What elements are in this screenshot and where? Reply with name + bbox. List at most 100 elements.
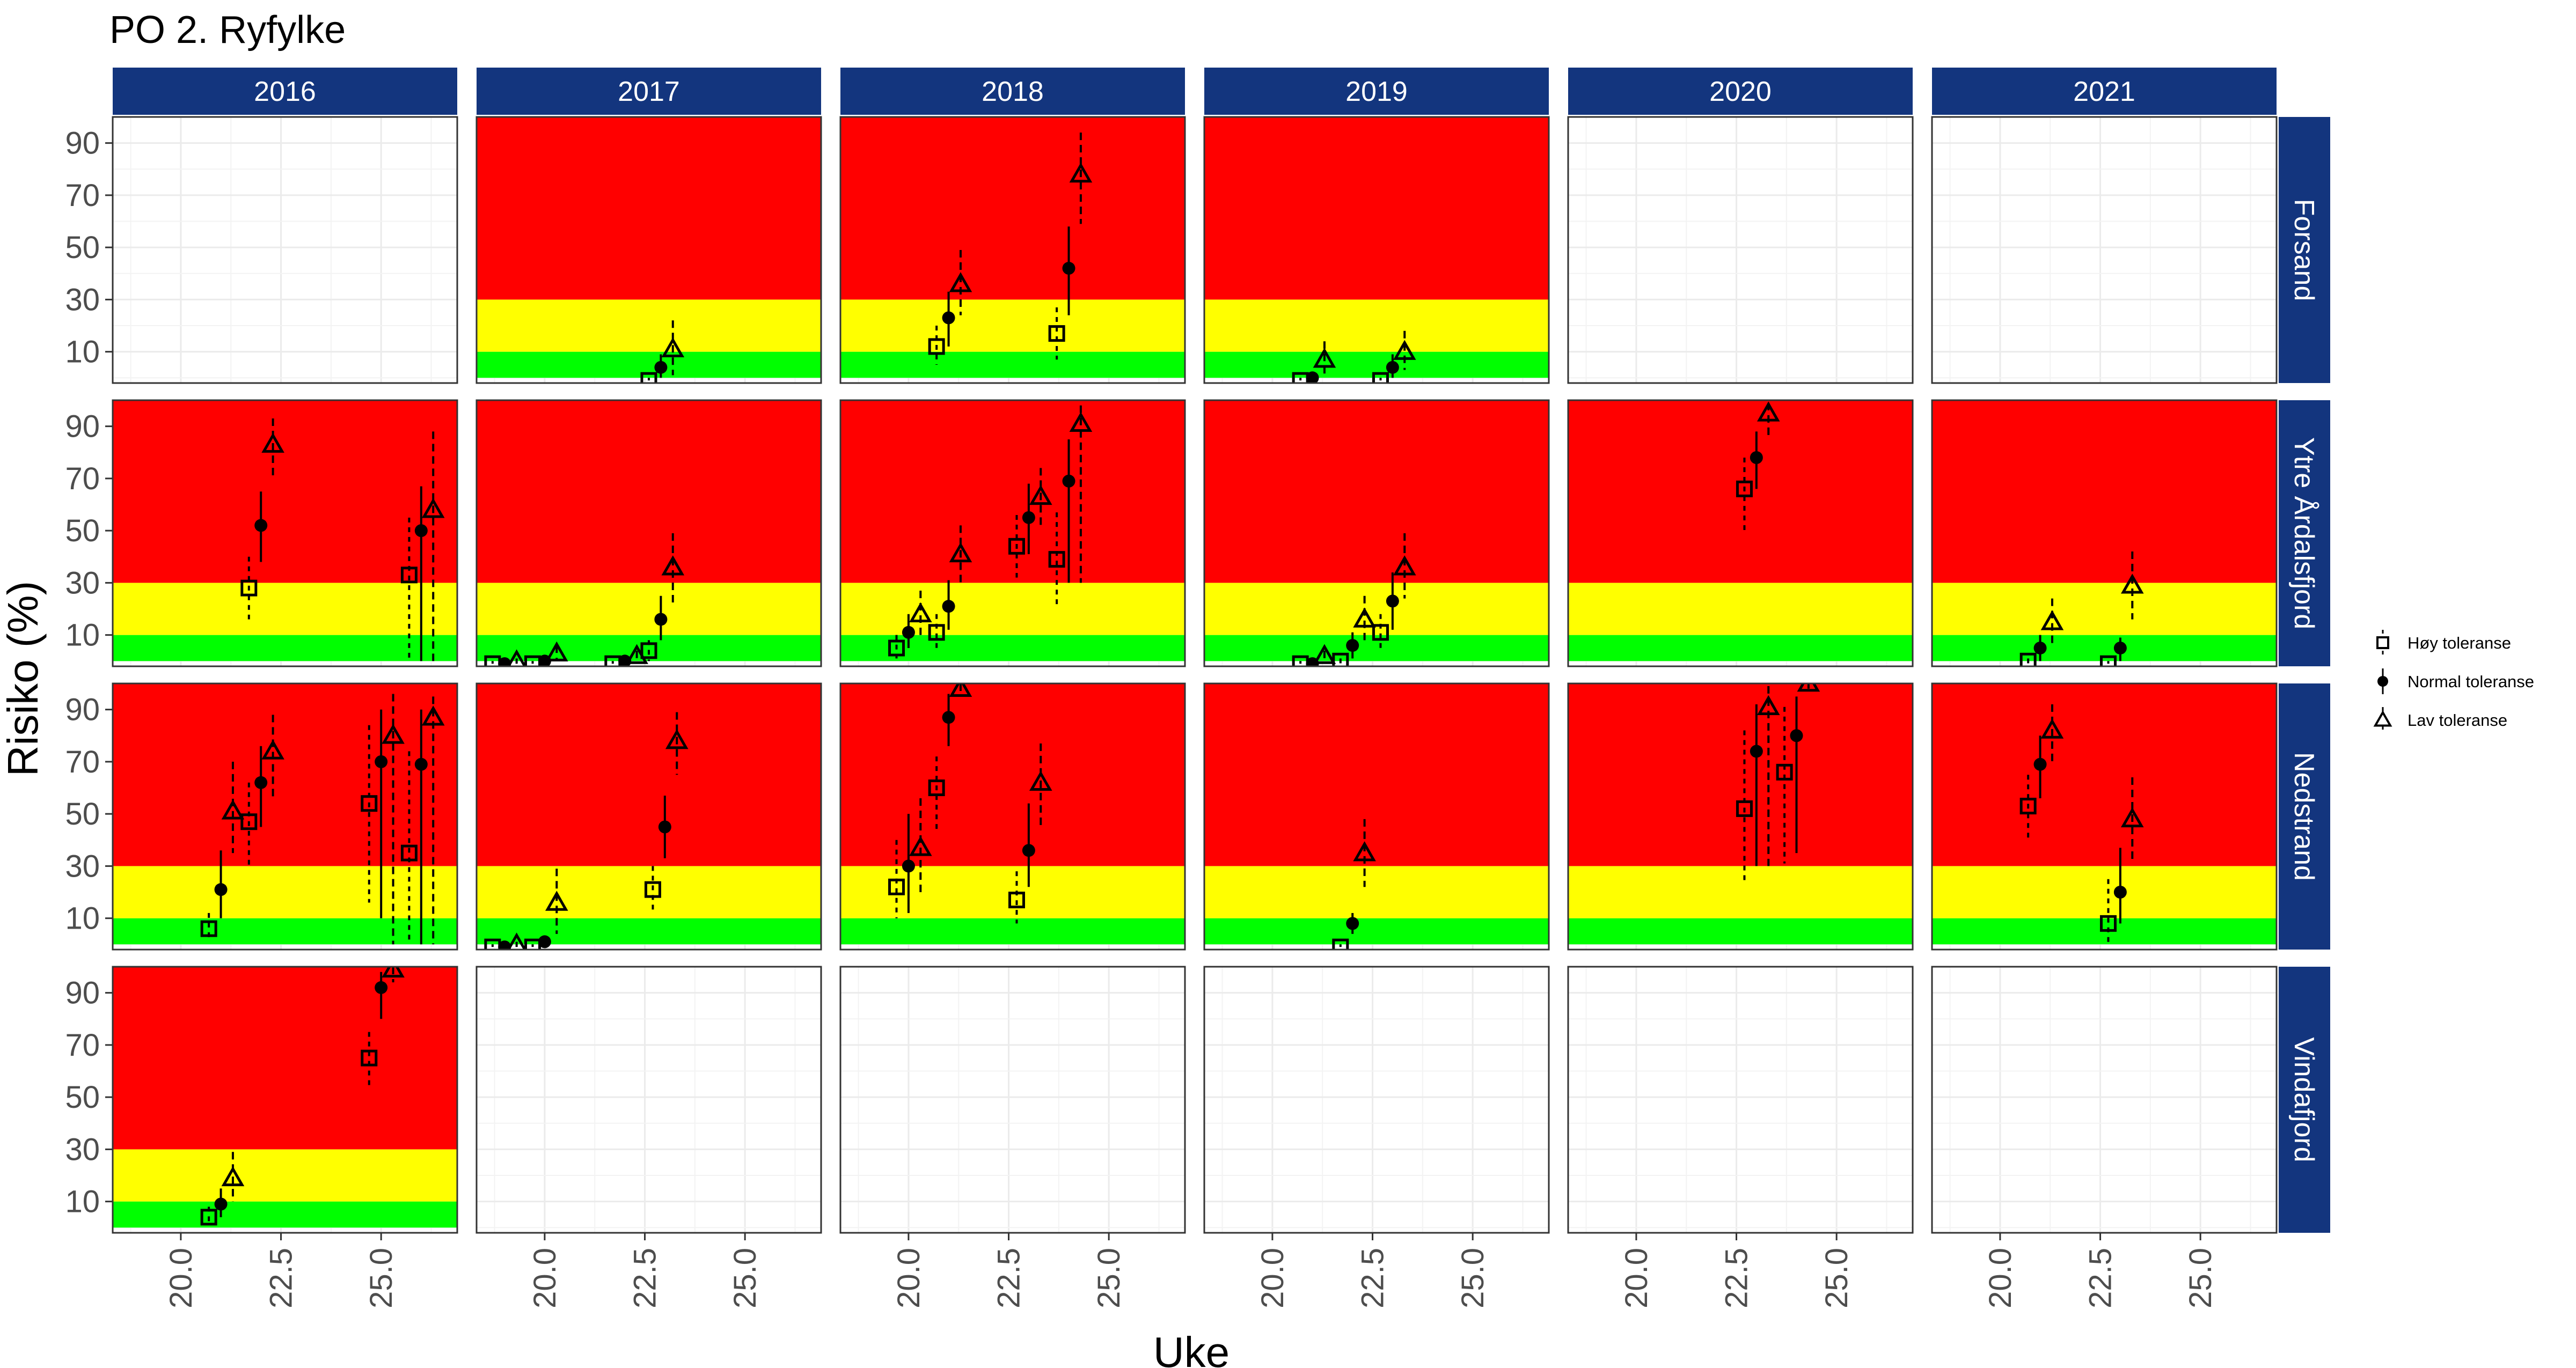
risk-band-red bbox=[477, 400, 821, 583]
year-label: 2016 bbox=[254, 76, 316, 107]
panel bbox=[1931, 682, 2278, 951]
risk-band-red bbox=[1568, 400, 1913, 583]
risk-band-red bbox=[840, 683, 1185, 866]
panel bbox=[1931, 966, 2278, 1234]
point-lav bbox=[949, 272, 972, 292]
point-normal bbox=[1346, 917, 1359, 930]
point-lav bbox=[421, 498, 445, 518]
point-normal bbox=[498, 940, 511, 950]
legend-label: Lav toleranse bbox=[2407, 711, 2507, 730]
point-lav bbox=[1393, 555, 1416, 576]
point-lav bbox=[661, 337, 685, 358]
risk-band-green bbox=[840, 351, 1185, 378]
point-lav bbox=[1313, 644, 1336, 664]
point-hoy bbox=[640, 642, 657, 659]
point-lav bbox=[909, 836, 932, 856]
point-hoy bbox=[240, 813, 258, 830]
point-hoy bbox=[1048, 325, 1065, 342]
panel-border bbox=[1203, 966, 1550, 1234]
risk-band-yellow bbox=[1932, 583, 2277, 635]
y-tick-label: 10 bbox=[65, 901, 100, 936]
panel bbox=[112, 399, 458, 667]
panel-border bbox=[1931, 399, 2278, 667]
point-lav bbox=[2120, 573, 2144, 594]
panel-border bbox=[839, 682, 1186, 951]
point-normal bbox=[1346, 639, 1359, 652]
point-lav bbox=[2040, 718, 2064, 739]
point-lav bbox=[2120, 807, 2144, 828]
point-normal bbox=[1062, 262, 1075, 275]
x-tick-label: 22.5 bbox=[628, 1248, 663, 1308]
risk-band-green bbox=[840, 918, 1185, 945]
panel-border bbox=[1567, 399, 1914, 667]
panel-border bbox=[475, 399, 822, 667]
risk-band-yellow bbox=[1568, 866, 1913, 918]
point-hoy bbox=[640, 372, 657, 383]
point-normal bbox=[214, 883, 228, 896]
y-tick-label: 90 bbox=[65, 693, 100, 727]
panel bbox=[1203, 682, 1550, 951]
location-strip bbox=[2279, 967, 2330, 1233]
y-tick-label: 90 bbox=[65, 409, 100, 444]
point-hoy bbox=[1008, 538, 1025, 555]
y-tick-label: 30 bbox=[65, 565, 100, 600]
point-normal bbox=[375, 981, 388, 994]
y-tick-label: 30 bbox=[65, 849, 100, 884]
panel-border bbox=[112, 966, 458, 1234]
point-normal bbox=[1750, 451, 1763, 464]
risk-band-red bbox=[840, 117, 1185, 300]
point-normal bbox=[942, 311, 955, 325]
point-lav bbox=[1797, 683, 1820, 692]
risk-band-yellow bbox=[477, 583, 821, 635]
point-normal bbox=[942, 600, 955, 613]
x-tick-label: 25.0 bbox=[1455, 1248, 1490, 1308]
risk-band-yellow bbox=[477, 866, 821, 918]
panel-background bbox=[840, 967, 1185, 1233]
risk-band-yellow bbox=[113, 583, 457, 635]
location-strip bbox=[2279, 683, 2330, 950]
point-hoy bbox=[928, 338, 945, 355]
point-normal bbox=[1022, 511, 1035, 524]
risk-band-green bbox=[840, 635, 1185, 661]
x-tick-label: 22.5 bbox=[264, 1248, 299, 1308]
risk-band-green bbox=[113, 635, 457, 661]
point-normal bbox=[902, 626, 915, 639]
y-tick-label: 70 bbox=[65, 745, 100, 779]
point-lav bbox=[949, 542, 972, 563]
point-hoy bbox=[1736, 800, 1753, 817]
point-normal bbox=[214, 1197, 228, 1211]
point-hoy bbox=[400, 844, 418, 862]
panel-border bbox=[1203, 116, 1550, 384]
y-tick-label: 50 bbox=[65, 230, 100, 265]
point-normal bbox=[2033, 641, 2047, 654]
risk-band-red bbox=[1204, 400, 1549, 583]
panel bbox=[1203, 116, 1550, 384]
panel-border bbox=[112, 116, 458, 384]
year-strip-2016 bbox=[113, 68, 457, 115]
point-lav bbox=[1029, 484, 1052, 505]
point-normal bbox=[254, 776, 268, 789]
point-hoy bbox=[200, 920, 217, 937]
point-hoy bbox=[928, 624, 945, 641]
point-normal bbox=[1790, 729, 1803, 742]
y-tick-label: 50 bbox=[65, 513, 100, 548]
y-tick-label: 30 bbox=[65, 1132, 100, 1167]
risk-band-yellow bbox=[113, 866, 457, 918]
panel bbox=[112, 116, 458, 384]
panel-border bbox=[1931, 682, 2278, 951]
year-strip-2019 bbox=[1204, 68, 1549, 115]
point-normal bbox=[2113, 641, 2127, 654]
panel bbox=[1203, 966, 1550, 1234]
panel bbox=[475, 399, 822, 667]
point-normal bbox=[414, 524, 428, 538]
risk-band-green bbox=[1568, 918, 1913, 945]
panel-border bbox=[1567, 116, 1914, 384]
panel-background bbox=[477, 967, 821, 1233]
panel bbox=[839, 116, 1186, 384]
y-tick-label: 70 bbox=[65, 178, 100, 213]
panel-border bbox=[475, 682, 822, 951]
point-hoy bbox=[888, 878, 905, 895]
legend-key-normal bbox=[2377, 676, 2388, 687]
point-lav bbox=[909, 602, 932, 622]
